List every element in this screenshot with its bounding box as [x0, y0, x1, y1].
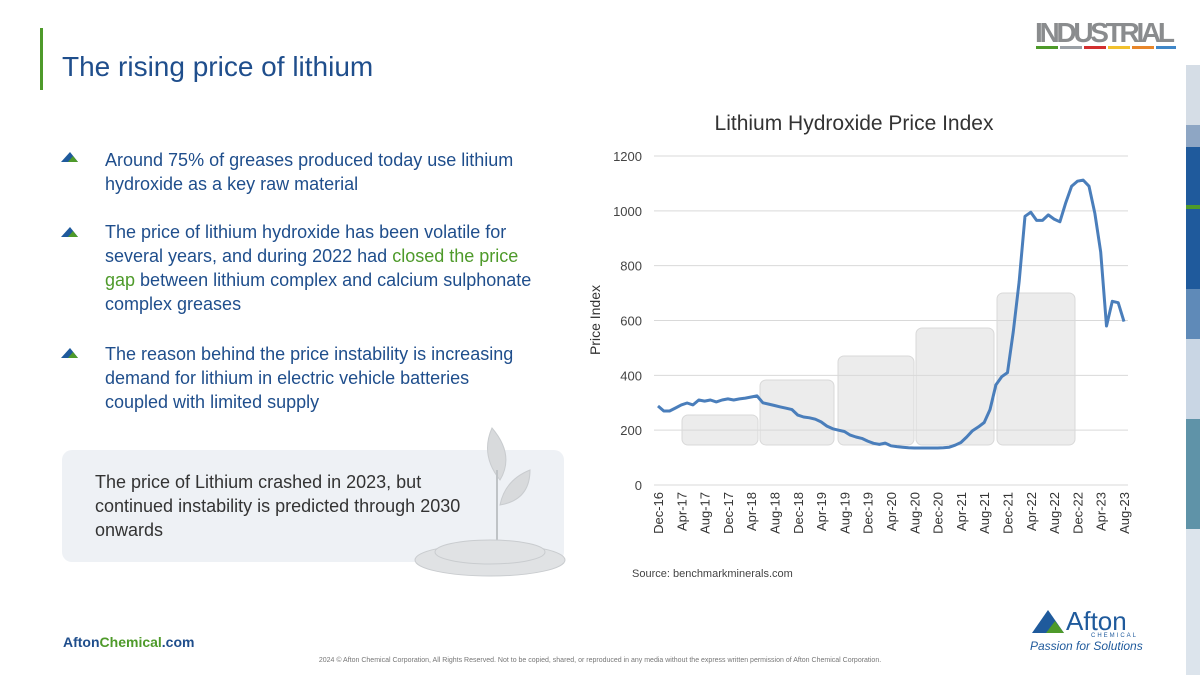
x-tick-label: Aug-21 [977, 492, 992, 534]
x-tick-label: Aug-23 [1117, 492, 1132, 534]
y-tick-label: 800 [620, 259, 642, 274]
coin-stacks [681, 292, 1076, 446]
site-part: .com [162, 634, 195, 650]
y-tick-label: 1000 [613, 204, 642, 219]
x-tick-label: Dec-19 [861, 492, 876, 534]
footer-site: AftonChemical.com [63, 634, 194, 650]
slide-title: The rising price of lithium [62, 51, 373, 82]
x-tick-label: Aug-20 [907, 492, 922, 534]
bullet-text: Around 75% of greases produced today use… [105, 150, 514, 194]
x-tick-label: Dec-18 [791, 492, 806, 534]
coin-decoration [414, 427, 566, 577]
x-tick-label: Apr-20 [884, 492, 899, 531]
x-tick-label: Aug-22 [1047, 492, 1062, 534]
x-tick-label: Aug-17 [698, 492, 713, 534]
bullet: Around 75% of greases produced today use… [105, 148, 535, 196]
y-axis-label: Price Index [587, 285, 603, 355]
y-tick-label: 0 [635, 478, 642, 493]
x-tick-label: Aug-18 [768, 492, 783, 534]
bullet: The price of lithium hydroxide has been … [105, 220, 535, 316]
source: Source: benchmarkminerals.com [632, 568, 793, 580]
logo-name: Afton [1066, 606, 1127, 636]
bullet-text: The price of lithium hydroxide has been … [105, 222, 507, 266]
y-tick-label: 600 [620, 314, 642, 329]
x-tick-label: Dec-20 [931, 492, 946, 534]
site-part: Afton [63, 634, 100, 650]
price-line [657, 178, 1126, 450]
callout: The price of Lithium crashed in 2023, bu… [95, 472, 461, 540]
brand: INDUSTRIAL [1035, 17, 1175, 48]
x-tick-label: Dec-16 [651, 492, 666, 534]
bullet-icons [61, 152, 78, 358]
y-tick-label: 400 [620, 368, 642, 383]
brand-bars [1036, 46, 1176, 49]
bullet-highlight: closed the price gap [105, 246, 519, 290]
x-tick-label: Dec-17 [721, 492, 736, 534]
copyright: 2024 © Afton Chemical Corporation, All R… [319, 656, 881, 664]
x-tick-label: Dec-21 [1001, 492, 1016, 534]
x-tick-label: Apr-21 [954, 492, 969, 531]
logo-mark [1046, 621, 1064, 633]
y-tick-label: 1200 [613, 149, 642, 164]
x-tick-label: Apr-18 [744, 492, 759, 531]
x-tick-label: Apr-23 [1094, 492, 1109, 531]
callout-box [62, 450, 564, 562]
side-stripes [1186, 0, 1200, 675]
bullet-text: between lithium complex and calcium sulp… [105, 270, 532, 314]
logo-sub: CHEMICAL [1091, 633, 1138, 639]
chart-title: Lithium Hydroxide Price Index [715, 112, 994, 135]
logo-tagline: Passion for Solutions [1030, 639, 1143, 653]
x-tick-label: Aug-19 [837, 492, 852, 534]
x-tick-label: Apr-17 [674, 492, 689, 531]
x-tick-label: Apr-22 [1024, 492, 1039, 531]
y-tick-label: 200 [620, 423, 642, 438]
site-part: Chemical [100, 634, 162, 650]
x-tick-label: Dec-22 [1070, 492, 1085, 534]
bullet: The reason behind the price instability … [105, 342, 535, 414]
x-tick-label: Apr-19 [814, 492, 829, 531]
accent-bar [40, 28, 43, 90]
bullet-text: The reason behind the price instability … [105, 344, 514, 412]
